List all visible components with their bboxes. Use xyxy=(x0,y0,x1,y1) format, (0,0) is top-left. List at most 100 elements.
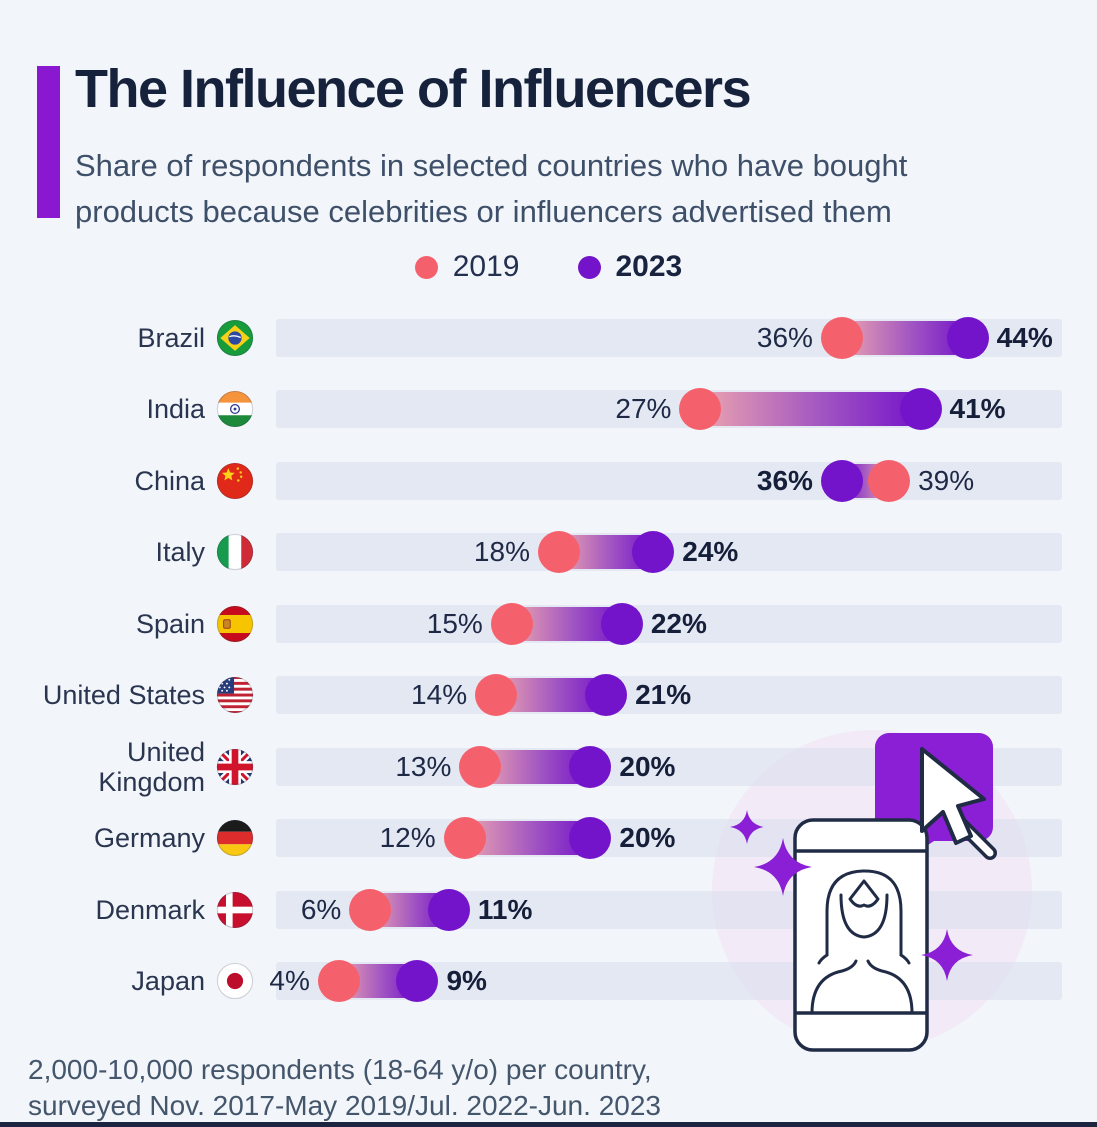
country-flag-icon xyxy=(216,962,254,1000)
value-label-left: 18% xyxy=(473,536,530,568)
chart-row: India 27% 41% xyxy=(0,373,1097,445)
value-label-left: 13% xyxy=(395,750,452,782)
dot-right xyxy=(946,317,989,359)
dot-right xyxy=(868,459,911,502)
value-label-right: 20% xyxy=(619,822,676,854)
chart-row: Italy 18% 24% xyxy=(0,516,1097,588)
value-label-left: 15% xyxy=(426,607,483,639)
person-icon xyxy=(810,869,914,1015)
row-track-area: 12% 20% xyxy=(276,802,1062,874)
chart-legend: 2019 2023 xyxy=(0,250,1097,284)
dot-left xyxy=(679,388,722,431)
country-flag-icon xyxy=(216,676,254,714)
country-label: Japan xyxy=(131,966,205,997)
dot-left xyxy=(459,745,502,788)
row-track-area: 4% 9% xyxy=(269,945,1062,1017)
bar-track xyxy=(276,461,1062,500)
source-note-line-1: 2,000-10,000 respondents (18-64 y/o) per… xyxy=(28,1054,652,1085)
country-label: United Kingdom xyxy=(98,736,205,797)
chart-row: China 36% 39% xyxy=(0,445,1097,517)
dot-right xyxy=(427,888,470,931)
dot-right xyxy=(632,531,675,574)
subtitle-line-2: products because celebrities or influenc… xyxy=(75,194,892,229)
legend-item-2019: 2019 xyxy=(414,250,520,284)
dot-right xyxy=(569,745,612,788)
row-track-area: 15% 22% xyxy=(276,588,1062,660)
page-subtitle: Share of respondents in selected countri… xyxy=(75,143,1080,235)
row-track-area: 18% 24% xyxy=(276,516,1062,588)
chart-row: Spain 15% 22% xyxy=(0,588,1097,660)
row-track-area: 36% 39% xyxy=(276,445,1062,517)
bar-track xyxy=(276,604,1062,643)
source-note-line-2: surveyed Nov. 2017-May 2019/Jul. 2022-Ju… xyxy=(28,1090,661,1121)
value-label-left: 12% xyxy=(379,822,436,854)
sparkle-icons xyxy=(730,810,973,981)
country-flag-icon xyxy=(216,748,254,786)
dumbbell-chart: Brazil 36% 44% India 27% 41% Chi xyxy=(0,302,1097,1017)
legend-label-2019: 2019 xyxy=(452,250,520,283)
dot-left xyxy=(820,317,863,359)
legend-item-2023: 2023 xyxy=(577,250,683,284)
country-flag-icon xyxy=(216,891,254,929)
value-label-right: 9% xyxy=(446,965,487,997)
subtitle-line-1: Share of respondents in selected countri… xyxy=(75,148,908,183)
country-label: Spain xyxy=(135,608,205,639)
title-accent-bar xyxy=(37,66,60,218)
country-label: Germany xyxy=(93,823,205,854)
dot-left xyxy=(317,960,360,1003)
chart-row: Japan 4% 9% xyxy=(0,945,1097,1017)
legend-dot-2019-icon xyxy=(414,255,438,279)
legend-label-2023: 2023 xyxy=(615,250,683,283)
source-note: 2,000-10,000 respondents (18-64 y/o) per… xyxy=(28,1052,928,1124)
value-label-right: 41% xyxy=(949,393,1006,425)
value-label-right: 39% xyxy=(918,464,975,496)
country-flag-icon xyxy=(216,605,254,643)
value-label-left: 36% xyxy=(756,322,813,353)
row-track-area: 27% 41% xyxy=(276,373,1062,445)
country-label: India xyxy=(146,394,205,425)
chart-row: United States 14% 21% xyxy=(0,659,1097,731)
country-label: China xyxy=(134,465,205,496)
value-label-left: 27% xyxy=(615,393,672,425)
influencer-illustration xyxy=(730,733,997,1052)
value-label-right: 11% xyxy=(477,893,533,925)
chart-row: Germany 12% 20% xyxy=(0,802,1097,874)
cursor-icon xyxy=(920,747,997,860)
country-label: United States xyxy=(42,680,205,711)
value-label-left: 4% xyxy=(269,965,310,997)
dot-right xyxy=(600,602,643,645)
row-track-area: 14% 21% xyxy=(276,659,1062,731)
value-label-right: 44% xyxy=(996,322,1053,353)
chart-row: Denmark 6% 11% xyxy=(0,874,1097,946)
dot-left xyxy=(820,459,863,502)
value-label-right: 22% xyxy=(650,607,707,639)
row-track-area: 6% 11% xyxy=(276,874,1062,946)
country-flag-icon xyxy=(216,462,254,500)
country-label: Denmark xyxy=(95,894,205,925)
value-label-right: 20% xyxy=(619,750,676,782)
value-label-right: 21% xyxy=(635,679,692,711)
value-label-right: 24% xyxy=(682,536,739,568)
country-label: Brazil xyxy=(137,323,205,353)
page-title: The Influence of Influencers xyxy=(75,59,752,119)
dot-right xyxy=(585,674,628,717)
dot-left xyxy=(537,531,580,574)
dot-left xyxy=(475,674,518,717)
dot-right xyxy=(569,817,612,860)
dot-right xyxy=(899,388,942,431)
value-label-left: 14% xyxy=(411,679,468,711)
country-flag-icon xyxy=(216,819,254,857)
legend-dot-2023-icon xyxy=(577,255,601,279)
chart-row: Brazil 36% 44% xyxy=(0,302,1097,374)
country-flag-icon xyxy=(216,390,254,428)
dumbbell-connector xyxy=(700,392,921,427)
row-track-area: 36% 44% xyxy=(276,302,1062,374)
bottom-border-bar xyxy=(0,1122,1097,1127)
dot-left xyxy=(443,817,486,860)
country-label: Italy xyxy=(155,537,205,568)
country-flag-icon xyxy=(216,533,254,571)
value-label-left: 6% xyxy=(300,893,342,925)
dot-left xyxy=(349,888,392,931)
phone-icon xyxy=(793,818,929,1052)
